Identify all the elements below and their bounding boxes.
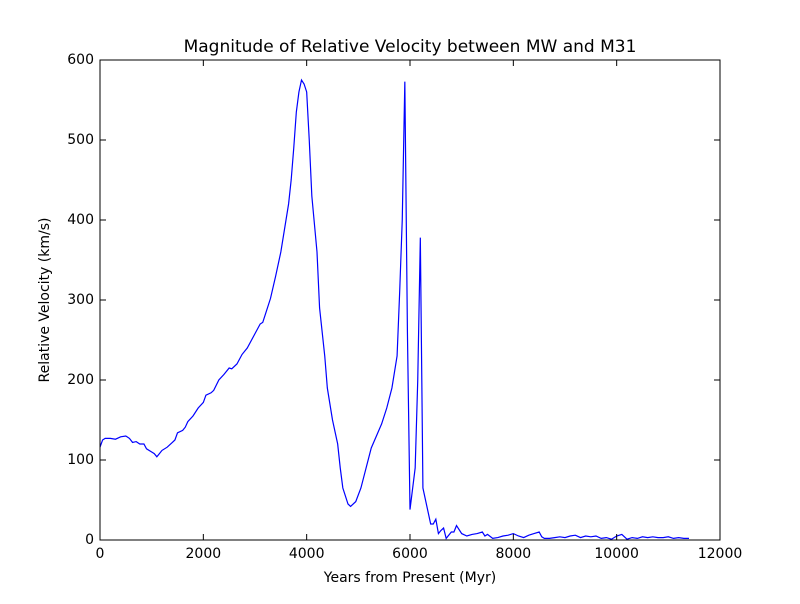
x-tick-label: 8000 xyxy=(496,546,532,562)
x-axis-label: Years from Present (Myr) xyxy=(323,570,496,586)
x-tick-label: 10000 xyxy=(594,546,639,562)
x-tick-label: 2000 xyxy=(186,546,222,562)
y-axis-label: Relative Velocity (km/s) xyxy=(37,218,53,383)
x-tick-label: 4000 xyxy=(289,546,325,562)
x-tick-label: 6000 xyxy=(392,546,428,562)
y-tick-label: 500 xyxy=(67,132,94,148)
chart-title: Magnitude of Relative Velocity between M… xyxy=(184,37,637,57)
y-tick-label: 600 xyxy=(67,52,94,68)
data-line xyxy=(99,78,689,540)
y-tick-label: 0 xyxy=(85,532,94,548)
x-tick-label: 12000 xyxy=(698,546,743,562)
y-tick-label: 300 xyxy=(67,292,94,308)
y-tick-label: 400 xyxy=(67,212,94,228)
x-tick-label: 0 xyxy=(96,546,105,562)
y-tick-label: 100 xyxy=(67,452,94,468)
y-tick-label: 200 xyxy=(67,372,94,388)
plot-frame xyxy=(99,59,721,541)
